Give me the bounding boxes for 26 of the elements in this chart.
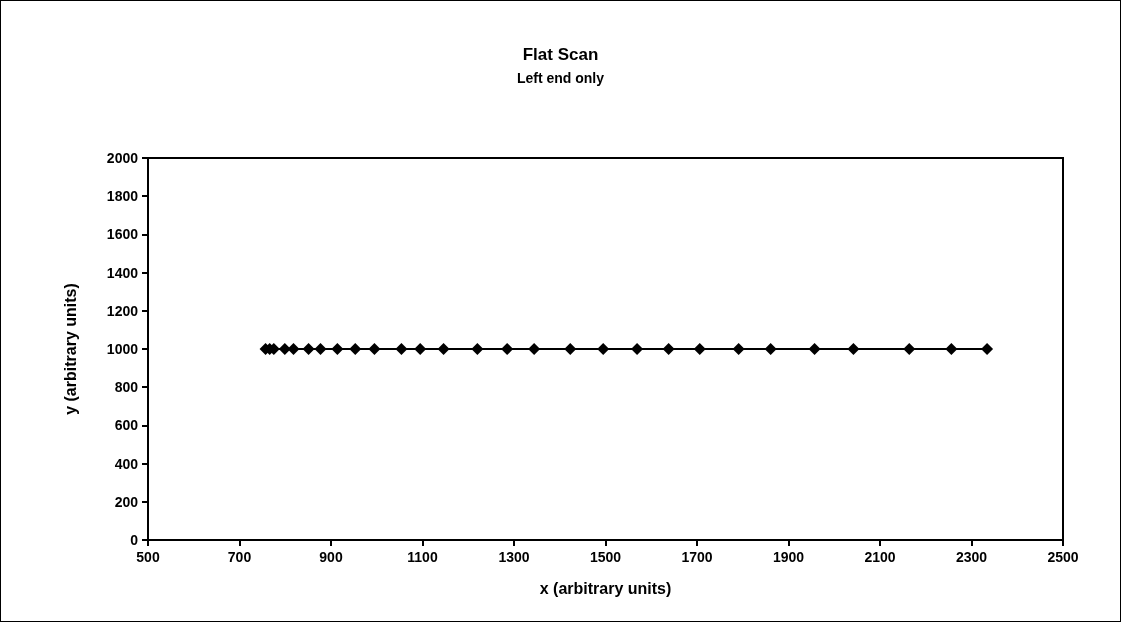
y-tick-label: 1200 xyxy=(106,302,139,319)
y-tick-label: 1600 xyxy=(106,226,139,243)
x-tick-label: 1500 xyxy=(589,549,622,565)
x-tick-label: 1300 xyxy=(498,549,530,565)
x-tick-label: 2500 xyxy=(1047,549,1079,565)
y-tick-label: 400 xyxy=(114,455,139,472)
x-tick-label: 900 xyxy=(319,549,343,565)
x-tick-label: 700 xyxy=(227,549,252,565)
x-tick-label: 1100 xyxy=(407,549,438,565)
y-tick-label: 1000 xyxy=(106,341,139,357)
x-tick-label: 1900 xyxy=(772,549,805,565)
chart-subtitle: Left end only xyxy=(516,70,605,86)
y-axis-title: y (arbitrary units) xyxy=(61,283,79,415)
x-tick-label: 1700 xyxy=(681,549,713,565)
x-tick-label: 500 xyxy=(136,549,160,565)
y-tick-label: 200 xyxy=(114,493,139,510)
x-tick-label: 2100 xyxy=(864,549,896,565)
y-tick-label: 800 xyxy=(114,379,139,396)
y-tick-label: 1400 xyxy=(106,264,139,281)
y-tick-label: 0 xyxy=(130,532,139,548)
chart-title: Flat Scan xyxy=(522,45,599,64)
x-axis-title: x (arbitrary units) xyxy=(539,579,672,597)
y-tick-label: 2000 xyxy=(106,150,139,166)
y-tick-label: 600 xyxy=(114,417,139,434)
y-tick-label: 1800 xyxy=(106,188,139,205)
x-tick-label: 2300 xyxy=(955,549,988,565)
